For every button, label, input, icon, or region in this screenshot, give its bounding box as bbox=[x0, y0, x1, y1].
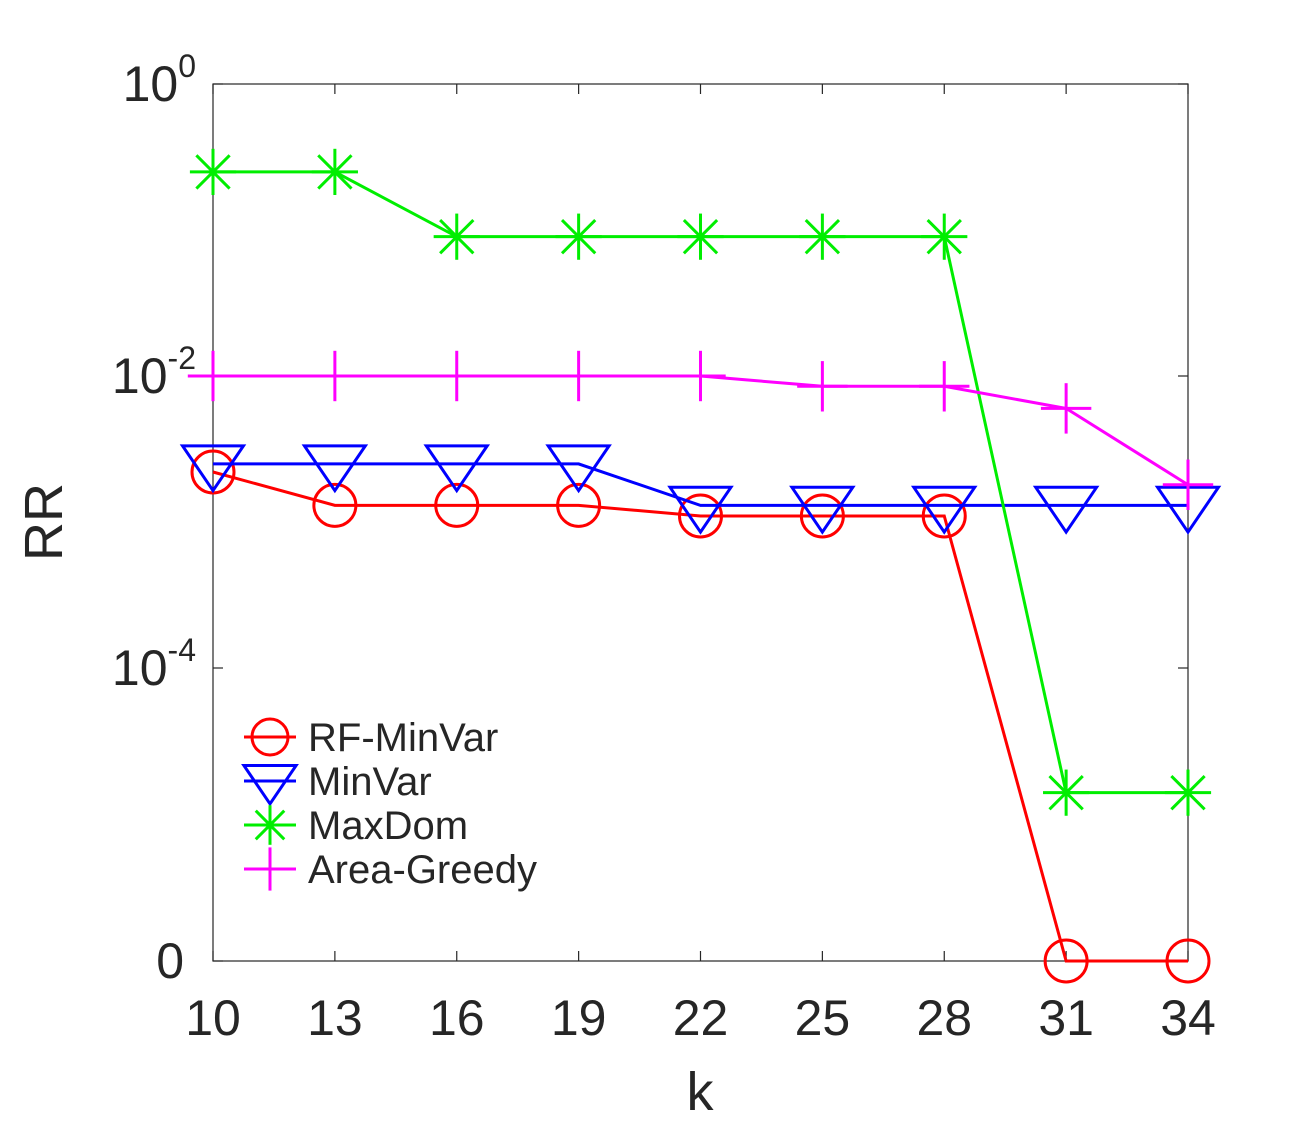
data-point-minvar-7 bbox=[1032, 485, 1100, 535]
data-point-area-greedy-4 bbox=[675, 350, 726, 402]
data-point-minvar-4 bbox=[667, 485, 734, 535]
data-point-minvar-0 bbox=[179, 444, 247, 494]
data-point-area-greedy-8 bbox=[1162, 459, 1214, 510]
legend-label-maxdom: MaxDom bbox=[308, 804, 468, 848]
x-tick-label-2: 16 bbox=[429, 990, 485, 1046]
y-tick-label-3: 0 bbox=[156, 933, 184, 989]
y-tick-label-1: 10-2 bbox=[112, 340, 196, 404]
y-tick-label-0: 100 bbox=[123, 48, 196, 112]
data-point-minvar-3 bbox=[545, 444, 612, 494]
data-point-rf-minvar-5 bbox=[799, 493, 845, 539]
data-point-area-greedy-3 bbox=[553, 350, 604, 402]
legend-marker-minvar bbox=[241, 764, 299, 807]
data-point-maxdom-1 bbox=[311, 148, 358, 196]
data-point-maxdom-3 bbox=[555, 213, 602, 260]
data-point-area-greedy-7 bbox=[1040, 383, 1092, 434]
series-rf-minvar bbox=[190, 449, 1211, 984]
data-point-maxdom-5 bbox=[799, 213, 846, 260]
data-point-area-greedy-0 bbox=[187, 350, 239, 402]
data-point-minvar-2 bbox=[423, 444, 491, 494]
data-point-rf-minvar-7 bbox=[1043, 938, 1089, 984]
data-point-maxdom-0 bbox=[189, 148, 237, 196]
data-point-rf-minvar-4 bbox=[678, 493, 723, 539]
x-tick-label-8: 34 bbox=[1160, 990, 1216, 1046]
x-tick-label-5: 25 bbox=[795, 990, 851, 1046]
data-point-maxdom-6 bbox=[921, 213, 968, 260]
series-maxdom bbox=[189, 148, 1212, 816]
x-tick-labels: 10 13 16 19 22 25 28 31 34 bbox=[185, 990, 1216, 1046]
data-point-area-greedy-1 bbox=[309, 350, 361, 402]
y-tick-label-2: 10-4 bbox=[112, 632, 196, 696]
data-point-area-greedy-6 bbox=[919, 361, 970, 412]
x-tick-label-4: 22 bbox=[673, 990, 729, 1046]
legend-marker-area-greedy bbox=[248, 847, 292, 891]
legend-marker-maxdom bbox=[250, 805, 290, 845]
legend-label-minvar: MinVar bbox=[308, 760, 432, 804]
series-area-greedy bbox=[187, 350, 1214, 510]
legend-item-maxdom: MaxDom bbox=[244, 804, 468, 848]
data-point-maxdom-4 bbox=[677, 213, 724, 260]
y-tick-labels: 100 10-2 10-4 0 bbox=[112, 48, 196, 989]
series-line-rf-minvar bbox=[212, 470, 1188, 963]
data-point-area-greedy-2 bbox=[431, 350, 482, 402]
legend-item-rf-minvar: RF-MinVar bbox=[244, 716, 498, 760]
data-point-rf-minvar-8 bbox=[1165, 938, 1211, 984]
x-tick-label-6: 28 bbox=[916, 990, 972, 1046]
x-tick-label-7: 31 bbox=[1038, 990, 1094, 1046]
series-line-minvar bbox=[213, 462, 1188, 507]
legend-marker-rf-minvar bbox=[250, 717, 290, 757]
series-minvar bbox=[179, 444, 1222, 535]
data-point-rf-minvar-1 bbox=[312, 482, 358, 528]
legend-item-area-greedy: Area-Greedy bbox=[244, 847, 537, 892]
data-point-rf-minvar-2 bbox=[434, 482, 480, 528]
x-axis-label: k bbox=[687, 1062, 715, 1122]
data-point-minvar-1 bbox=[301, 444, 369, 494]
legend-label-rf-minvar: RF-MinVar bbox=[308, 716, 498, 760]
data-point-rf-minvar-3 bbox=[556, 482, 602, 528]
data-point-maxdom-7 bbox=[1043, 769, 1090, 816]
data-point-rf-minvar-6 bbox=[921, 493, 967, 539]
x-tick-label-1: 13 bbox=[307, 990, 363, 1046]
x-tick-label-0: 10 bbox=[185, 990, 241, 1046]
data-point-minvar-6 bbox=[910, 485, 978, 535]
data-point-maxdom-8 bbox=[1164, 769, 1212, 816]
legend-item-minvar: MinVar bbox=[241, 760, 432, 807]
data-point-maxdom-2 bbox=[433, 213, 480, 260]
x-tick-label-3: 19 bbox=[551, 990, 607, 1046]
series-layer bbox=[179, 148, 1222, 984]
data-point-minvar-5 bbox=[789, 485, 856, 535]
legend-label-area-greedy: Area-Greedy bbox=[308, 848, 537, 892]
data-point-area-greedy-5 bbox=[797, 361, 848, 412]
y-axis-label: RR bbox=[14, 483, 74, 561]
